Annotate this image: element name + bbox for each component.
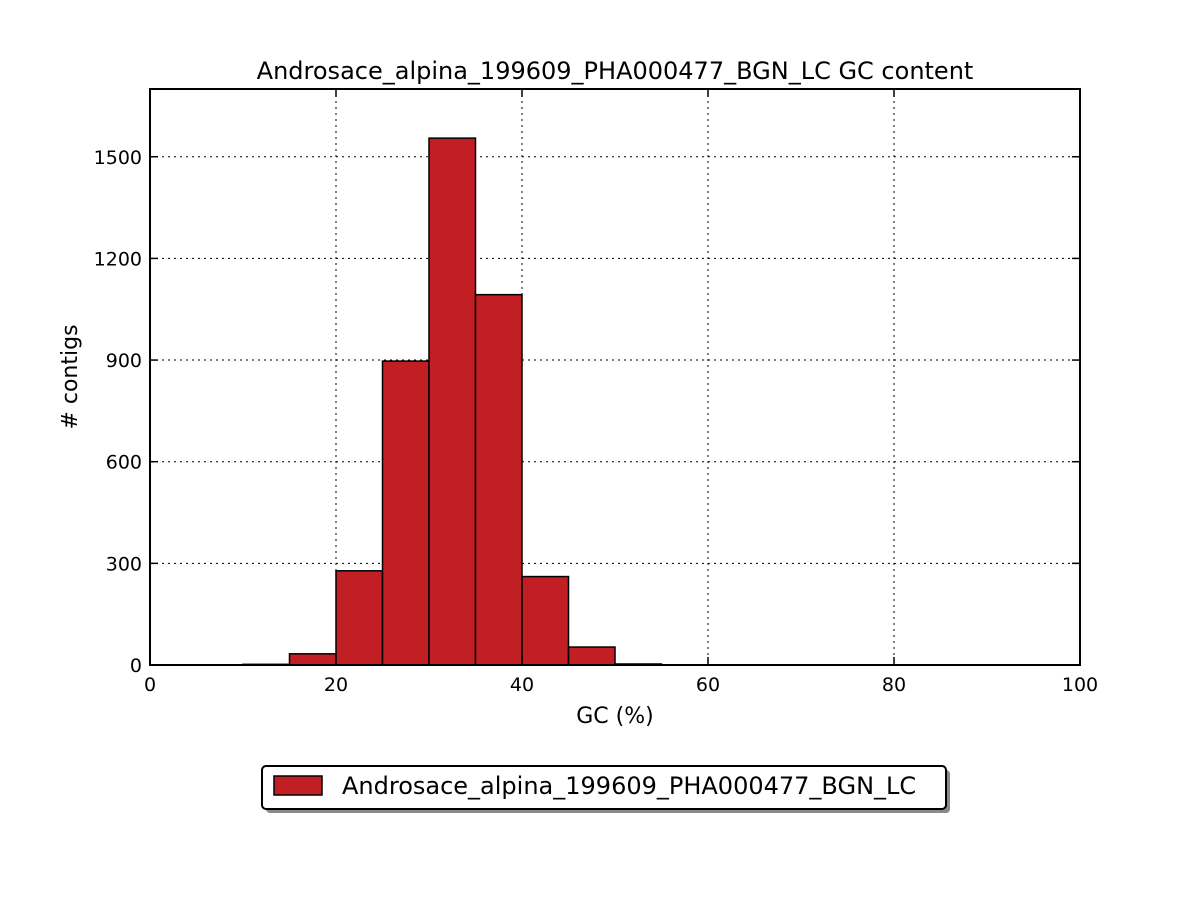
legend-label: Androsace_alpina_199609_PHA000477_BGN_LC <box>342 772 916 800</box>
histogram-bar <box>521 575 570 666</box>
y-tick-label: 0 <box>130 655 142 677</box>
legend-box <box>261 765 947 810</box>
y-tick-label: 600 <box>106 452 142 474</box>
y-tick-label: 300 <box>106 553 142 575</box>
histogram-bar <box>288 653 337 666</box>
grid-lines <box>150 89 1080 665</box>
x-tick-label: 40 <box>510 674 534 696</box>
x-tick-label: 80 <box>882 674 906 696</box>
plot-frame <box>149 88 1081 666</box>
legend-swatch <box>273 775 323 796</box>
histogram-bar <box>335 570 384 666</box>
x-tick-label: 0 <box>144 674 156 696</box>
x-axis-label: GC (%) <box>576 704 653 729</box>
axis-ticks: 0 20 40 60 80 100 0 300 600 900 1200 1500 <box>94 89 1098 696</box>
y-axis-label: # contigs <box>58 324 83 429</box>
y-tick-label: 1500 <box>94 147 142 169</box>
histogram-bar <box>474 293 523 666</box>
chart-title: Androsace_alpina_199609_PHA000477_BGN_LC… <box>257 57 974 85</box>
histogram-bar <box>428 137 477 666</box>
histogram-bar <box>567 646 616 666</box>
y-tick-label: 900 <box>106 350 142 372</box>
legend: Androsace_alpina_199609_PHA000477_BGN_LC <box>261 765 950 813</box>
y-tick-label: 1200 <box>94 248 142 270</box>
x-tick-label: 20 <box>324 674 348 696</box>
x-tick-label: 100 <box>1062 674 1098 696</box>
histogram-bars <box>242 137 663 666</box>
histogram-bar <box>381 360 430 666</box>
x-tick-label: 60 <box>696 674 720 696</box>
